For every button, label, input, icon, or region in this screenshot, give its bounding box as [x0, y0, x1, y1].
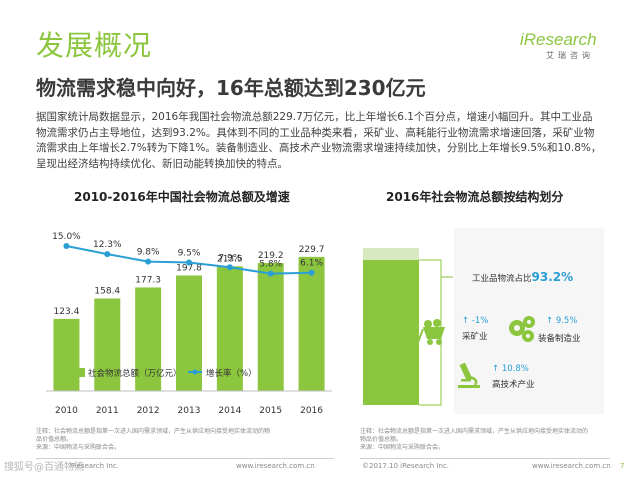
- bar-label-2010: 123.4: [54, 307, 80, 317]
- legend-line-dot: [192, 369, 198, 375]
- callout-label: 工业品物流占比93.2%: [472, 270, 574, 284]
- watermark: 搜狐号@百通物流: [4, 462, 84, 473]
- right-footnote: 注释：社会物流总额是指第一次进入国内需求领域，产生从供应地向接受地实体流动的 物…: [360, 428, 589, 451]
- right-footer-rule: [360, 458, 610, 459]
- left-footnote: 注释：社会物流总额是指第一次进入国内需求领域，产生从供应地向接受地实体流动的物 …: [36, 428, 271, 451]
- hightech-label: 高技术产业: [492, 380, 535, 390]
- growth-point-2010: [63, 243, 70, 249]
- mining-label: 采矿业: [462, 332, 488, 342]
- x-tick-2013: 2013: [178, 406, 201, 416]
- growth-label-2016: 6.1%: [300, 259, 323, 269]
- bar-2012: [135, 287, 162, 391]
- equipment-value: ↑ 9.5%: [546, 316, 578, 326]
- left-footer-rule: [36, 458, 334, 459]
- bar-2011: [94, 298, 121, 391]
- bar-2014: [216, 266, 243, 391]
- right-chart-title: 2016年社会物流总额按结构划分: [386, 190, 564, 204]
- growth-point-2016: [308, 269, 315, 276]
- x-tick-2016: 2016: [300, 406, 323, 416]
- left-url[interactable]: www.iresearch.com.cn: [236, 462, 315, 470]
- growth-point-2012: [145, 258, 152, 265]
- bar-2010: [53, 318, 80, 391]
- industrial-segment: [363, 260, 419, 405]
- callout-value: 93.2%: [531, 270, 574, 284]
- copyright: ©2017.10 iResearch Inc.: [362, 462, 450, 470]
- growth-label-2014: 7.9%: [218, 253, 241, 263]
- bar-label-2013: 197.8: [176, 263, 202, 273]
- x-tick-2010: 2010: [55, 406, 78, 416]
- growth-point-2014: [226, 264, 233, 271]
- x-tick-2011: 2011: [96, 406, 119, 416]
- growth-point-2015: [267, 270, 274, 277]
- page-number: 7: [620, 462, 625, 470]
- bar-label-2014: 213.5: [217, 254, 243, 264]
- microscope-icon: [458, 362, 480, 388]
- growth-label-2015: 5.8%: [259, 260, 282, 270]
- mining-cart-icon: [416, 319, 445, 346]
- legend-bar-swatch: [76, 368, 85, 377]
- iresearch-logo: iResearch 艾瑞咨询: [520, 30, 606, 66]
- logo-text: iResearch: [520, 30, 597, 49]
- right-url[interactable]: www.iresearch.com.cn: [532, 462, 611, 470]
- growth-point-2013: [186, 259, 192, 266]
- growth-label-2012: 9.8%: [137, 248, 160, 258]
- bar-2015: [257, 262, 284, 391]
- bar-2016: [298, 256, 325, 391]
- bar-label-2012: 177.3: [135, 275, 161, 285]
- left-company: iResearch Inc.: [70, 462, 119, 470]
- page-headline: 物流需求稳中向好，16年总额达到230亿元: [36, 76, 426, 100]
- growth-point-2011: [104, 251, 111, 258]
- equipment-label: 装备制造业: [538, 334, 581, 344]
- right-chart-svg: [363, 248, 535, 406]
- hightech-value: ↑ 10.8%: [492, 364, 529, 374]
- legend-bar-label: 社会物流总额（万亿元）: [88, 368, 182, 379]
- growth-label-2011: 12.3%: [93, 240, 122, 250]
- legend-line-label: 增长率（%）: [206, 368, 257, 379]
- gears-icon: [509, 316, 535, 342]
- bar-label-2015: 219.2: [258, 251, 284, 261]
- bar-label-2016: 229.7: [299, 245, 325, 255]
- x-tick-2012: 2012: [137, 406, 160, 416]
- other-segment: [363, 248, 419, 260]
- growth-label-2013: 9.5%: [178, 249, 201, 259]
- bar-label-2011: 158.4: [94, 286, 120, 296]
- section-title: 发展概况: [36, 29, 153, 62]
- logo-subtext: 艾瑞咨询: [546, 51, 594, 60]
- summary-paragraph: 据国家统计局数据显示，2016年我国社会物流总额229.7万亿元，比上年增长6.…: [36, 111, 602, 170]
- left-chart-svg: 123.4 2010 158.4 2011 177.3 2012 197.8 2013 213.…: [46, 232, 332, 416]
- growth-label-2010: 15.0%: [52, 232, 81, 242]
- x-tick-2014: 2014: [218, 406, 241, 416]
- left-chart-title: 2010-2016年中国社会物流总额及增速: [74, 190, 290, 204]
- mining-value: ↑ -1%: [462, 316, 489, 326]
- x-tick-2015: 2015: [259, 406, 282, 416]
